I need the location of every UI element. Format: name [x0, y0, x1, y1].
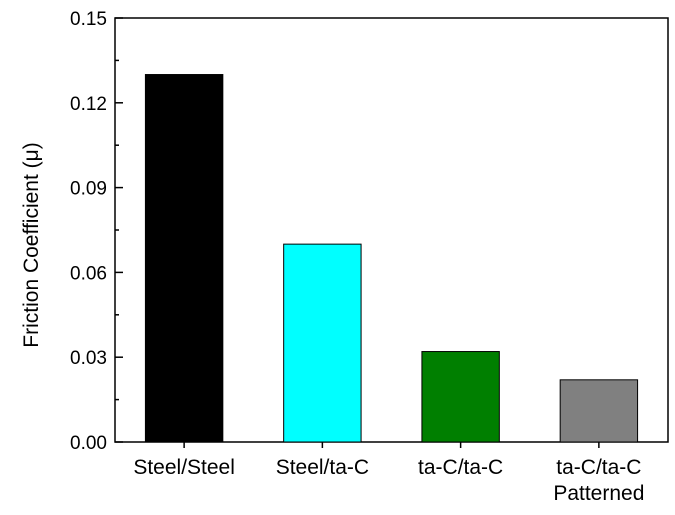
- bars-group: [144, 74, 639, 443]
- x-category-label: Steel/ta-C: [276, 456, 369, 479]
- y-tick-label: 0.12: [70, 94, 107, 115]
- y-tick-label: 0.06: [70, 263, 107, 284]
- y-axis-title: Friction Coefficient (μ): [20, 142, 43, 347]
- bar-2: [283, 243, 362, 443]
- bar-3: [421, 351, 500, 443]
- x-axis-category-labels: Steel/Steel Steel/ta-C ta-C/ta-C ta-C/ta-C P…: [133, 442, 644, 505]
- y-tick-label: 0.00: [70, 433, 107, 454]
- x-category-label: ta-C/ta-C: [418, 456, 503, 479]
- y-tick-label: 0.03: [70, 348, 107, 369]
- y-axis-ticks: 0.00 0.03 0.06 0.09 0.12 0.15: [70, 9, 123, 454]
- x-category-label: Steel/Steel: [133, 456, 235, 479]
- x-category-label: ta-C/ta-C Patterned: [553, 456, 644, 505]
- bar-1: [144, 74, 224, 443]
- bar-4: [559, 379, 639, 443]
- y-tick-label: 0.09: [70, 179, 107, 200]
- y-tick-label: 0.15: [70, 9, 107, 30]
